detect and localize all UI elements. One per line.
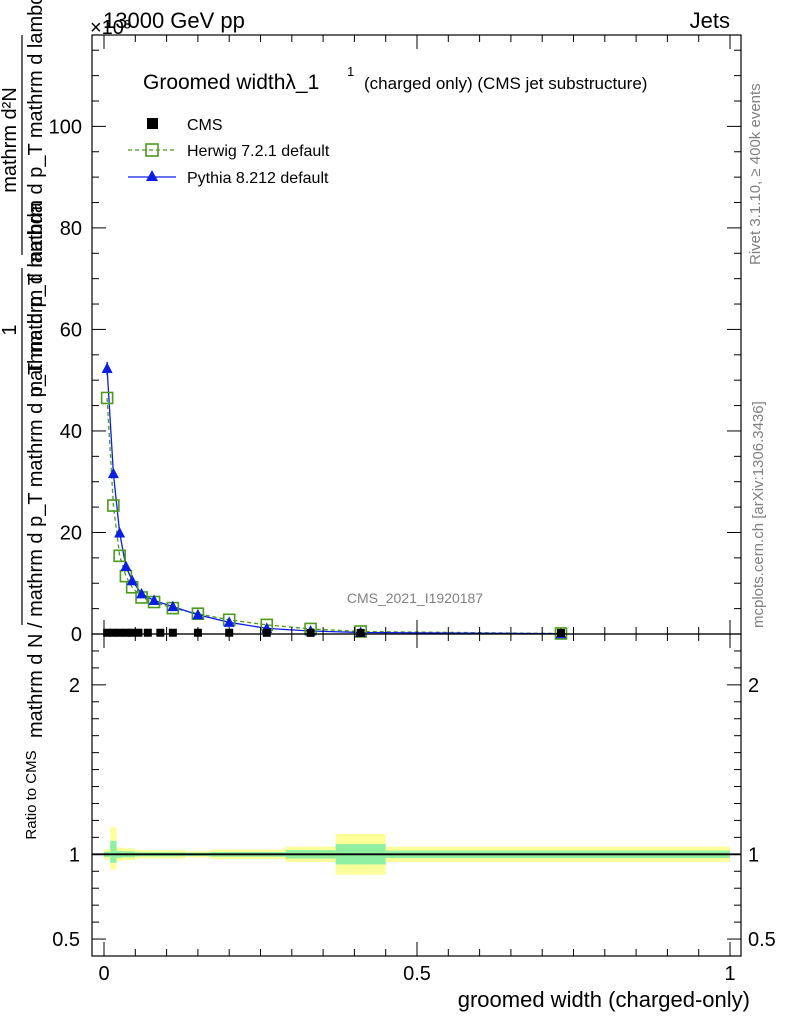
rivet-label: Rivet 3.1.10, ≥ 400k events [747,83,764,265]
ratio-ytick-label-right: 2 [748,675,759,697]
ratio-ytick-label: 2 [69,675,80,697]
analysis-watermark: CMS_2021_I1920187 [347,590,483,606]
herwig-point [113,549,126,563]
ratio-ytick-label-right: 0.5 [748,929,776,951]
pythia-point [101,362,113,374]
cms-point [128,628,137,637]
xlabel: groomed width (charged-only) [458,987,750,1012]
legend-label-cms: CMS [187,117,223,134]
cms-point [103,628,112,637]
xtick-label: 0 [98,963,109,985]
cms-point [156,628,165,637]
legend-marker-cms [147,118,158,129]
xtick-label: 0.5 [403,963,431,985]
scale-factor: ×10³ [90,17,131,39]
cms-point [121,628,130,637]
main-ytick-label: 40 [60,421,82,443]
ylabel-numerator-top: mathrm d²N [0,87,21,193]
ylabel-ratio: Ratio to CMS [23,750,40,839]
herwig-point [100,391,114,405]
legend-label-herwig: Herwig 7.2.1 default [187,143,330,160]
cms-point [109,628,118,637]
pythia-point [136,587,148,599]
main-ytick-label: 80 [60,218,82,240]
pythia-point [126,574,138,586]
pythia-point [107,467,119,479]
cms-point [356,628,365,637]
herwig-point [107,499,120,512]
pythia-point [192,608,204,620]
main-ytick-label: 20 [60,522,82,544]
axes: 0 20 40 60 80 100 0 0.5 1 0.5 0.5 1 1 2 2 [49,35,776,985]
legend-marker-herwig [145,143,159,157]
pythia-point [120,560,132,571]
plot-title-main: Groomed width [143,71,285,94]
series-line-herwig [106,397,562,635]
cms-point [262,628,271,637]
ratio-ytick-label-right: 1 [748,844,759,866]
ylabel-denominator-top: mathrm d p_T mathrm d p_T mathrm d lambd… [25,0,47,397]
cms-point [115,628,124,637]
cms-point [134,628,143,637]
ratio-bands [104,827,730,875]
plot-title-sub: (charged only) (CMS jet substructure) [364,74,647,93]
pythia-point [223,616,235,627]
pythia-point [167,600,179,612]
mcplots-label: mcplots.cern.ch [arXiv:1306.3436] [750,401,767,628]
cms-point [168,628,177,637]
main-ytick-label: 60 [60,319,82,341]
legend-label-pythia: Pythia 8.212 default [187,170,329,187]
ylabel-main: 1 mathrm d N / mathrm d p_T mathrm d p_T… [0,0,47,738]
ratio-band-inner-1 [110,840,117,863]
cms-point [556,628,565,637]
pythia-point [148,594,160,605]
header-right: Jets [690,8,730,33]
cms-point [143,628,152,637]
pythia-point [114,526,126,538]
ylabel-numerator-bottom: 1 [0,324,21,335]
plot-title-sup: 1 [347,64,354,79]
main-data [100,361,568,640]
legend: CMS Herwig 7.2.1 default Pythia 8.212 de… [128,117,330,187]
plot-title: Groomed widthλ_1 [143,71,319,94]
ratio-frame [91,633,742,957]
main-ytick-label: 100 [49,116,82,138]
ylabel-denominator-bottom: mathrm d N / mathrm d p_T mathrm d p_T m… [25,201,47,738]
ratio-ytick-label: 0.5 [52,929,80,951]
cms-point [306,628,315,637]
legend-marker-pythia [146,170,158,181]
plot-title-lambda: λ_1 [285,71,319,94]
series-line-pythia [106,368,562,635]
main-ytick-label: 0 [71,624,82,646]
ratio-ytick-label: 1 [69,844,80,866]
xtick-label: 1 [724,963,735,985]
header-left: 13000 GeV pp [103,8,245,33]
